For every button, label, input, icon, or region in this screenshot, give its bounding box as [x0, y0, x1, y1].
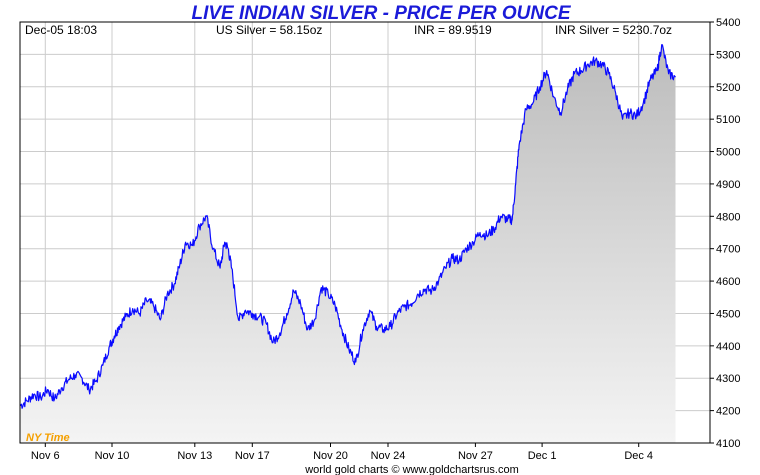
chart-title: LIVE INDIAN SILVER - PRICE PER OUNCE	[192, 3, 572, 24]
y-tick-label: 4100	[716, 438, 740, 450]
y-axis-ticks: 4100 4200 4300 4400 4500 4600 4700 4800 4900 5000…	[710, 17, 740, 450]
y-tick-label: 5200	[716, 82, 740, 94]
y-tick-label: 5000	[716, 147, 740, 159]
x-tick-label: Nov 6	[31, 450, 60, 462]
header-inr-silver: INR Silver = 5230.7oz	[555, 23, 672, 37]
header-inr: INR = 89.9519	[414, 23, 492, 37]
y-tick-label: 5100	[716, 114, 740, 126]
y-tick-label: 4200	[716, 406, 740, 418]
x-tick-label: Nov 17	[235, 450, 270, 462]
x-tick-label: Nov 10	[95, 450, 130, 462]
x-tick-label: Dec 4	[624, 450, 653, 462]
y-tick-label: 4400	[716, 341, 740, 353]
price-series	[20, 44, 676, 409]
plot-frame	[19, 21, 711, 444]
chart-credit: world gold charts © www.goldchartsrus.co…	[304, 464, 519, 475]
y-tick-label: 4500	[716, 308, 740, 320]
x-axis-ticks: Nov 6 Nov 10 Nov 13 Nov 17 Nov 20 Nov 24 Nov 2…	[31, 443, 653, 462]
x-tick-label: Nov 24	[371, 450, 406, 462]
price-line	[20, 44, 676, 409]
timezone-label: NY Time	[26, 432, 70, 444]
x-tick-label: Nov 20	[313, 450, 348, 462]
price-area	[20, 44, 676, 443]
x-tick-label: Nov 13	[177, 450, 212, 462]
y-tick-label: 5300	[716, 49, 740, 61]
y-tick-label: 5400	[716, 17, 740, 29]
y-tick-label: 4300	[716, 373, 740, 385]
price-area-fill	[20, 44, 676, 443]
header-datetime: Dec-05 18:03	[25, 23, 97, 37]
y-tick-label: 4700	[716, 244, 740, 256]
x-tick-label: Nov 27	[458, 450, 493, 462]
y-tick-label: 4900	[716, 179, 740, 191]
y-tick-label: 4800	[716, 211, 740, 223]
y-tick-label: 4600	[716, 276, 740, 288]
x-tick-label: Dec 1	[528, 450, 557, 462]
header-us-silver: US Silver = 58.15oz	[216, 23, 322, 37]
